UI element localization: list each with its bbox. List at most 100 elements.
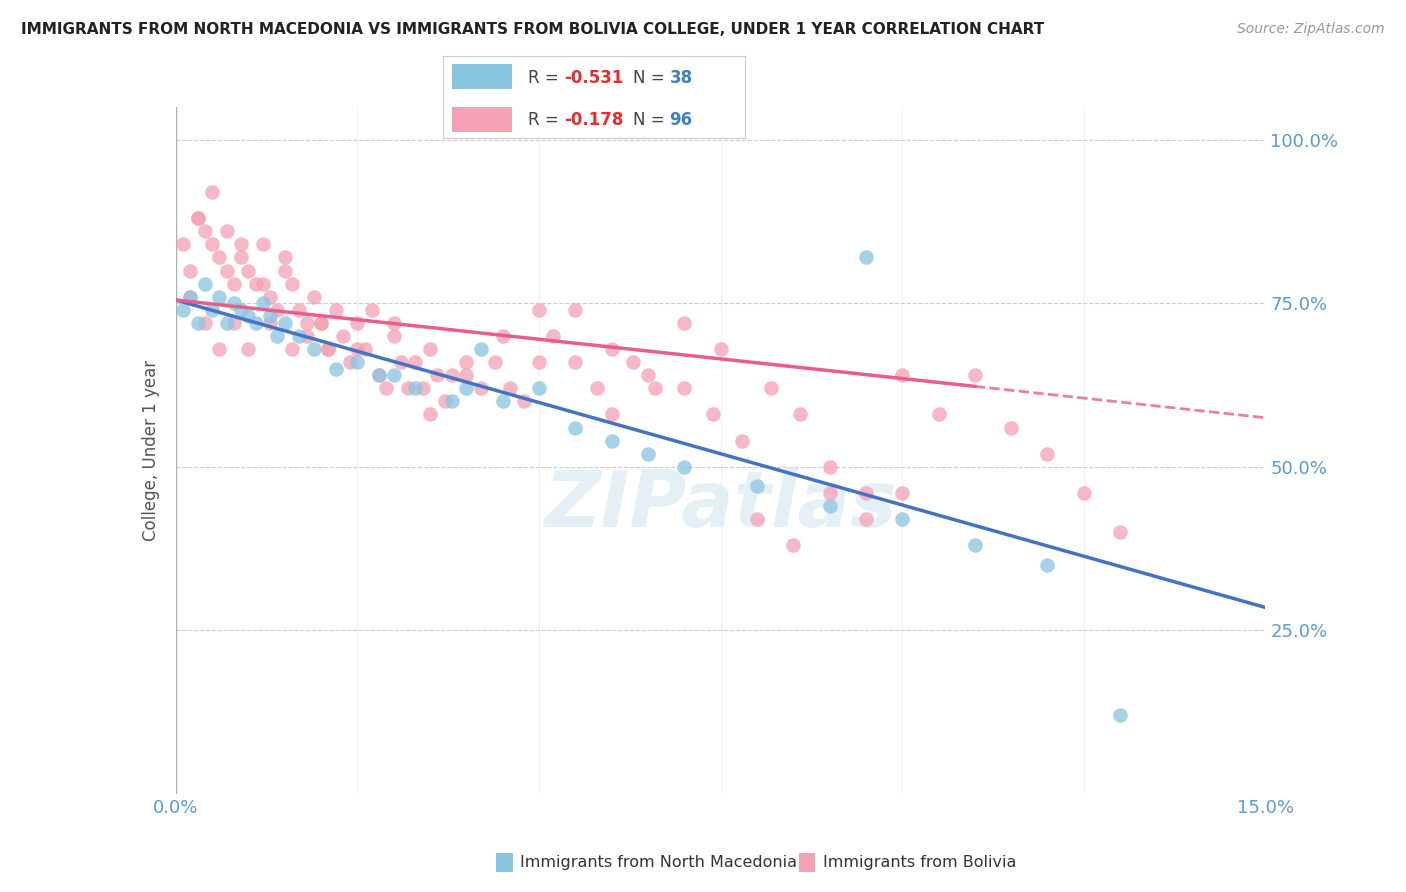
Point (179, 290, 201, 304)
Point (339, 355, 361, 369)
Point (782, 538, 804, 552)
Point (564, 420, 586, 434)
Text: Immigrants from Bolivia: Immigrants from Bolivia (823, 855, 1017, 870)
Point (456, 368, 478, 383)
Point (325, 302, 347, 317)
Point (891, 486, 914, 500)
Point (405, 381, 427, 395)
Point (637, 368, 659, 383)
Point (215, 263, 238, 277)
Point (288, 302, 311, 317)
Point (527, 355, 550, 369)
Point (215, 316, 238, 330)
Point (274, 263, 297, 277)
Text: N =: N = (633, 69, 671, 87)
Point (855, 251, 877, 265)
Point (710, 342, 733, 356)
Point (309, 316, 332, 330)
FancyBboxPatch shape (451, 107, 512, 132)
Point (818, 499, 841, 513)
Point (419, 342, 441, 356)
Point (412, 381, 434, 395)
Point (274, 316, 297, 330)
Point (564, 302, 586, 317)
Point (527, 302, 550, 317)
Point (600, 434, 623, 448)
Point (745, 512, 768, 526)
Point (543, 329, 565, 343)
Point (266, 302, 288, 317)
Text: R =: R = (527, 69, 564, 87)
Point (470, 381, 492, 395)
Point (274, 251, 297, 265)
FancyBboxPatch shape (451, 64, 512, 89)
Point (346, 316, 368, 330)
Point (440, 368, 463, 383)
Point (194, 316, 217, 330)
Point (318, 342, 340, 356)
Point (245, 277, 267, 291)
Point (231, 251, 253, 265)
Point (208, 342, 231, 356)
Point (564, 355, 586, 369)
Point (186, 211, 209, 226)
Point (527, 381, 550, 395)
Point (673, 459, 696, 474)
Point (456, 381, 478, 395)
Point (600, 408, 623, 422)
Point (194, 224, 217, 238)
Point (318, 342, 340, 356)
Point (761, 381, 783, 395)
Text: IMMIGRANTS FROM NORTH MACEDONIA VS IMMIGRANTS FROM BOLIVIA COLLEGE, UNDER 1 YEAR: IMMIGRANTS FROM NORTH MACEDONIA VS IMMIG… (21, 22, 1045, 37)
Text: N =: N = (633, 112, 671, 129)
Point (368, 368, 391, 383)
Point (1073, 486, 1095, 500)
Text: Source: ZipAtlas.com: Source: ZipAtlas.com (1237, 22, 1385, 37)
Point (789, 408, 811, 422)
Point (1036, 558, 1059, 572)
Point (818, 486, 841, 500)
Point (586, 381, 609, 395)
Point (1109, 525, 1132, 540)
Point (492, 329, 515, 343)
Point (238, 310, 260, 324)
Point (252, 296, 274, 310)
Point (208, 251, 231, 265)
Point (484, 355, 506, 369)
Point (325, 361, 347, 376)
Point (231, 237, 253, 252)
Point (456, 355, 478, 369)
Point (673, 316, 696, 330)
Point (1109, 708, 1132, 723)
Point (731, 434, 754, 448)
Point (891, 512, 914, 526)
Point (470, 342, 492, 356)
Point (382, 329, 405, 343)
Point (259, 290, 281, 304)
Point (266, 329, 288, 343)
Point (360, 302, 382, 317)
Point (346, 355, 368, 369)
Point (440, 394, 463, 409)
Point (332, 329, 354, 343)
Point (855, 512, 877, 526)
Point (375, 381, 398, 395)
Point (252, 237, 274, 252)
Text: 96: 96 (669, 112, 693, 129)
Point (186, 316, 209, 330)
Point (215, 224, 238, 238)
Point (179, 290, 201, 304)
Point (281, 277, 304, 291)
Point (302, 342, 325, 356)
Point (259, 316, 281, 330)
Point (208, 290, 231, 304)
Point (186, 211, 209, 226)
Point (963, 368, 986, 383)
Point (346, 342, 368, 356)
Point (201, 302, 224, 317)
Point (309, 316, 332, 330)
Point (295, 329, 318, 343)
Point (891, 368, 914, 383)
Point (222, 296, 245, 310)
Point (389, 355, 412, 369)
